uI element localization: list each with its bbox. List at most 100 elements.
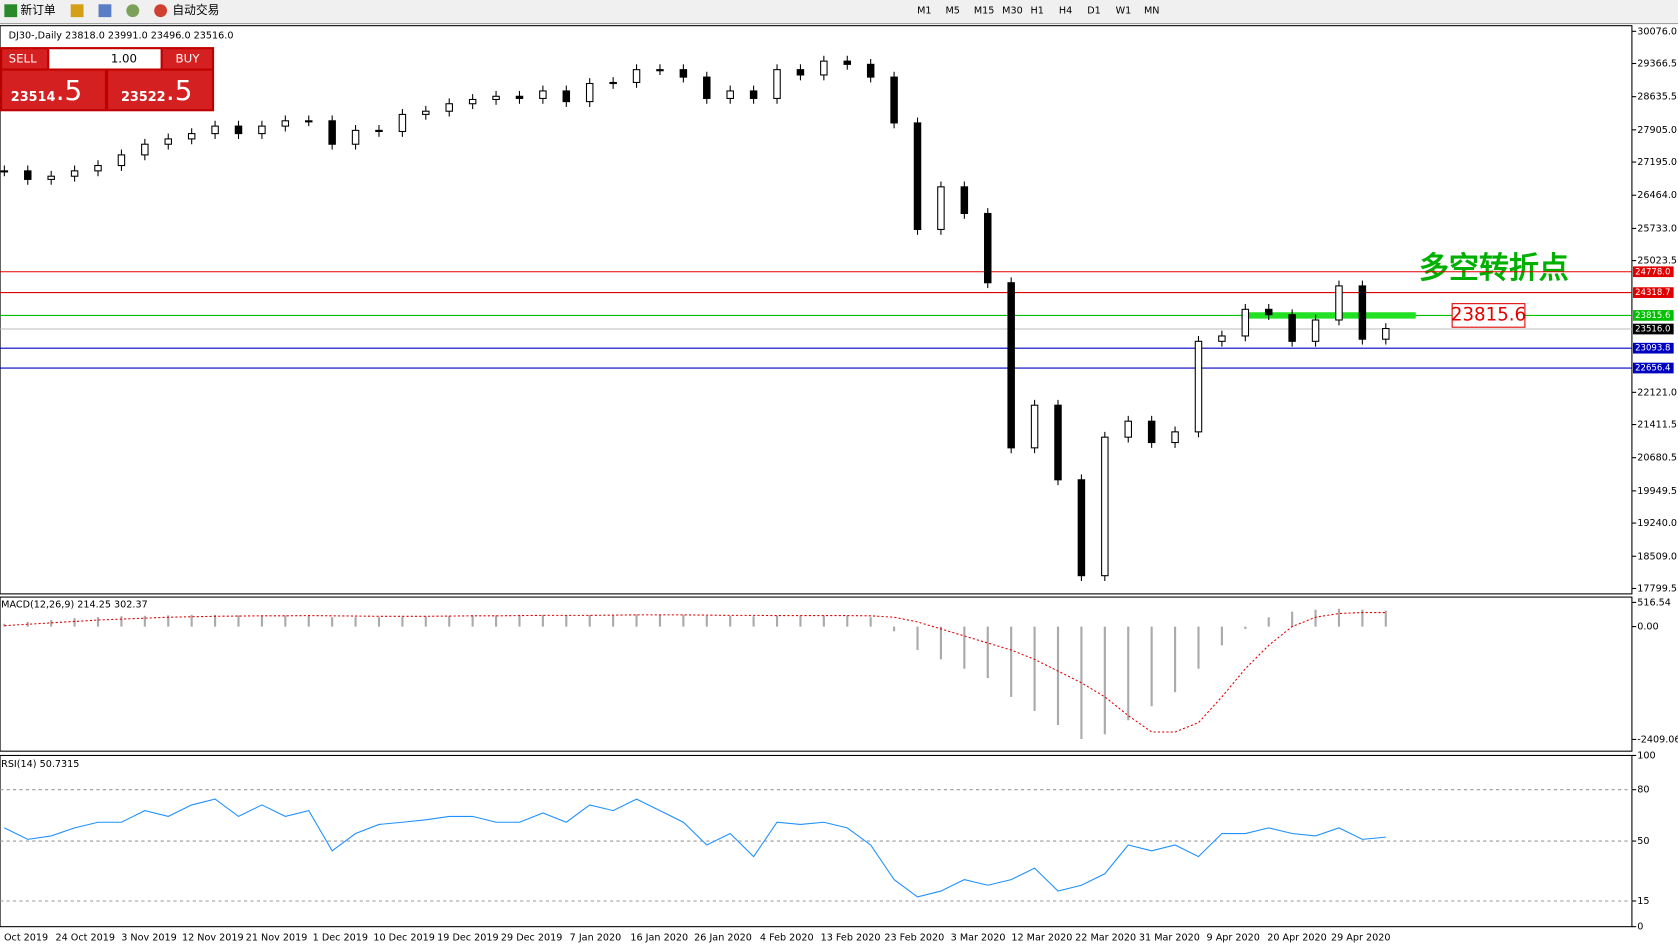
y-tick-label: 28635.5 bbox=[1637, 92, 1677, 103]
x-tick-label: 5 Oct 2019 bbox=[0, 932, 48, 943]
rsi-title: RSI(14) 50.7315 bbox=[1, 759, 79, 770]
candle-body bbox=[422, 110, 430, 115]
candle-body bbox=[773, 69, 781, 99]
y-tick-label: 30076.0 bbox=[1637, 26, 1677, 37]
lots-value[interactable]: 1.00 bbox=[111, 51, 137, 65]
x-tick-label: 4 Feb 2020 bbox=[760, 932, 814, 943]
y-tick-label: -2409.06 bbox=[1637, 734, 1678, 745]
timeframe-button[interactable]: M30 bbox=[1002, 6, 1023, 17]
icon[interactable] bbox=[126, 4, 140, 18]
timeframe-button[interactable]: M1 bbox=[917, 6, 931, 17]
x-tick-label: 12 Nov 2019 bbox=[182, 932, 244, 943]
y-tick-label: 19949.5 bbox=[1637, 486, 1677, 497]
candle-body bbox=[1218, 335, 1226, 342]
sell-button[interactable] bbox=[2, 49, 48, 69]
candle-body bbox=[70, 170, 79, 177]
ask-price[interactable]: 23522 bbox=[121, 90, 166, 105]
candle-body bbox=[1264, 308, 1273, 316]
x-tick-label: 20 Apr 2020 bbox=[1267, 932, 1327, 943]
candle-body bbox=[749, 90, 758, 99]
trade-panel: SELL 1.00 BUY 23514 .5 23522 .5 bbox=[0, 47, 215, 112]
buy-price-box[interactable] bbox=[108, 70, 212, 110]
candle-body bbox=[937, 186, 945, 230]
candle-body bbox=[562, 90, 571, 103]
candle-body bbox=[1101, 436, 1109, 577]
price-level-tag bbox=[1632, 266, 1674, 278]
x-tick-label: 3 Mar 2020 bbox=[951, 932, 1006, 943]
icon[interactable] bbox=[70, 4, 84, 18]
price-level-label: 23815.6 bbox=[1635, 311, 1670, 321]
candle-body bbox=[1007, 282, 1015, 449]
bid-price-fraction[interactable]: .5 bbox=[56, 74, 83, 107]
timeframe-button[interactable]: H4 bbox=[1059, 6, 1072, 17]
macd-title: MACD(12,26,9) 214.25 302.37 bbox=[1, 600, 148, 611]
candle-body bbox=[234, 125, 243, 135]
timeframe-button[interactable]: M15 bbox=[974, 6, 995, 17]
sell-label[interactable]: SELL bbox=[9, 51, 37, 65]
rsi-line bbox=[4, 798, 1386, 898]
x-tick-label: 23 Feb 2020 bbox=[884, 932, 944, 943]
auto-trade-button[interactable]: 自动交易 bbox=[172, 3, 219, 17]
candle-body bbox=[866, 63, 875, 78]
candle-body bbox=[1077, 479, 1086, 577]
buy-label[interactable]: BUY bbox=[176, 51, 201, 65]
annotation: 多空转折点 bbox=[1419, 251, 1569, 286]
candle-body bbox=[94, 165, 102, 172]
x-tick-label: 1 Dec 2019 bbox=[313, 932, 368, 943]
candle-body bbox=[1241, 308, 1250, 337]
x-tick-label: 22 Mar 2020 bbox=[1075, 932, 1136, 943]
candle-body bbox=[656, 69, 664, 72]
buy-button[interactable] bbox=[162, 49, 212, 69]
candle-body bbox=[1171, 431, 1179, 444]
candle-body bbox=[585, 82, 594, 103]
toolbar bbox=[0, 0, 1678, 24]
timeframe-button[interactable]: H1 bbox=[1031, 6, 1044, 17]
candle-body bbox=[1335, 285, 1343, 321]
y-tick-label: 17799.5 bbox=[1637, 583, 1677, 594]
candle-body bbox=[398, 113, 407, 133]
timeframe-button[interactable]: D1 bbox=[1087, 6, 1101, 17]
timeframe-button[interactable]: MN bbox=[1144, 6, 1160, 17]
x-tick-label: 19 Dec 2019 bbox=[437, 932, 499, 943]
candle-body bbox=[47, 175, 55, 180]
lots-input[interactable] bbox=[49, 49, 161, 69]
candle-body bbox=[1382, 327, 1390, 340]
candle-body bbox=[679, 69, 688, 78]
candle-body bbox=[1311, 319, 1320, 342]
macd-signal bbox=[4, 612, 1386, 733]
y-tick-label: 26464.0 bbox=[1637, 190, 1677, 201]
x-tick-label: 9 Apr 2020 bbox=[1207, 932, 1260, 943]
y-tick-label: 27905.0 bbox=[1637, 125, 1677, 136]
y-tick-label: 29366.5 bbox=[1637, 59, 1677, 70]
y-tick-label: 20680.5 bbox=[1637, 453, 1677, 464]
candle-body bbox=[726, 90, 734, 99]
price-level-tag bbox=[1632, 323, 1674, 335]
y-tick-label: 19240.0 bbox=[1637, 518, 1677, 529]
price-level-label: 22656.4 bbox=[1635, 364, 1670, 374]
bid-price[interactable]: 23514 bbox=[11, 90, 56, 105]
level-callout bbox=[1451, 303, 1526, 328]
y-tick-label: 25733.0 bbox=[1637, 223, 1677, 234]
candle-body bbox=[351, 129, 360, 145]
chart-title: DJ30-,Daily 23818.0 23991.0 23496.0 2351… bbox=[9, 30, 234, 41]
price-level-tag bbox=[1632, 287, 1674, 298]
candle-body bbox=[796, 69, 805, 76]
ask-price-fraction[interactable]: .5 bbox=[166, 74, 193, 107]
x-tick-label: 29 Apr 2020 bbox=[1331, 932, 1391, 943]
sell-price-box[interactable] bbox=[2, 70, 105, 110]
candle-body bbox=[187, 133, 196, 140]
macd-panel bbox=[0, 596, 1633, 752]
x-tick-label: 24 Oct 2019 bbox=[55, 932, 115, 943]
y-tick-label: 0 bbox=[1637, 922, 1643, 933]
icon[interactable] bbox=[154, 4, 168, 18]
new-order-button[interactable]: 新订单 bbox=[20, 3, 56, 17]
candle-body bbox=[1124, 420, 1132, 438]
y-tick-label: 80 bbox=[1637, 785, 1649, 796]
level-callout-label: 23815.6 bbox=[1451, 304, 1526, 325]
candle-body bbox=[492, 95, 500, 101]
candle-body bbox=[1030, 404, 1039, 449]
timeframe-button[interactable]: M5 bbox=[945, 6, 959, 17]
timeframe-button[interactable]: W1 bbox=[1116, 6, 1132, 17]
icon[interactable] bbox=[98, 4, 112, 18]
